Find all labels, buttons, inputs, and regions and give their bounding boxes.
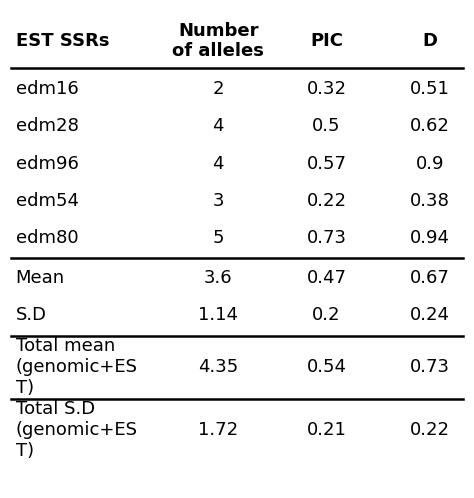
Text: Total S.D
(genomic+ES
T): Total S.D (genomic+ES T) [16,400,137,460]
Text: 0.94: 0.94 [410,229,450,247]
Text: edm16: edm16 [16,80,78,98]
Text: 0.57: 0.57 [307,154,346,173]
Text: 2: 2 [212,80,224,98]
Text: 0.67: 0.67 [410,269,450,287]
Text: PIC: PIC [310,32,343,50]
Text: 0.51: 0.51 [410,80,450,98]
Text: 4: 4 [212,118,224,135]
Text: 0.73: 0.73 [307,229,346,247]
Text: 0.5: 0.5 [312,118,341,135]
Text: EST SSRs: EST SSRs [16,32,109,50]
Text: edm80: edm80 [16,229,78,247]
Text: 0.2: 0.2 [312,306,341,324]
Text: 3: 3 [212,192,224,210]
Text: 0.32: 0.32 [307,80,346,98]
Text: 1.14: 1.14 [198,306,238,324]
Text: Mean: Mean [16,269,64,287]
Text: 4: 4 [212,154,224,173]
Text: 0.73: 0.73 [410,358,450,376]
Text: S.D: S.D [16,306,46,324]
Text: 0.9: 0.9 [416,154,445,173]
Text: 0.54: 0.54 [307,358,346,376]
Text: 5: 5 [212,229,224,247]
Text: edm96: edm96 [16,154,78,173]
Text: Number
of alleles: Number of alleles [172,21,264,60]
Text: 4.35: 4.35 [198,358,238,376]
Text: edm54: edm54 [16,192,79,210]
Text: 0.22: 0.22 [410,421,450,439]
Text: 0.21: 0.21 [307,421,346,439]
Text: 3.6: 3.6 [204,269,232,287]
Text: D: D [423,32,438,50]
Text: 1.72: 1.72 [198,421,238,439]
Text: edm28: edm28 [16,118,78,135]
Text: 0.47: 0.47 [307,269,346,287]
Text: 0.22: 0.22 [307,192,346,210]
Text: 0.38: 0.38 [410,192,450,210]
Text: 0.62: 0.62 [410,118,450,135]
Text: Total mean
(genomic+ES
T): Total mean (genomic+ES T) [16,337,137,397]
Text: 0.24: 0.24 [410,306,450,324]
